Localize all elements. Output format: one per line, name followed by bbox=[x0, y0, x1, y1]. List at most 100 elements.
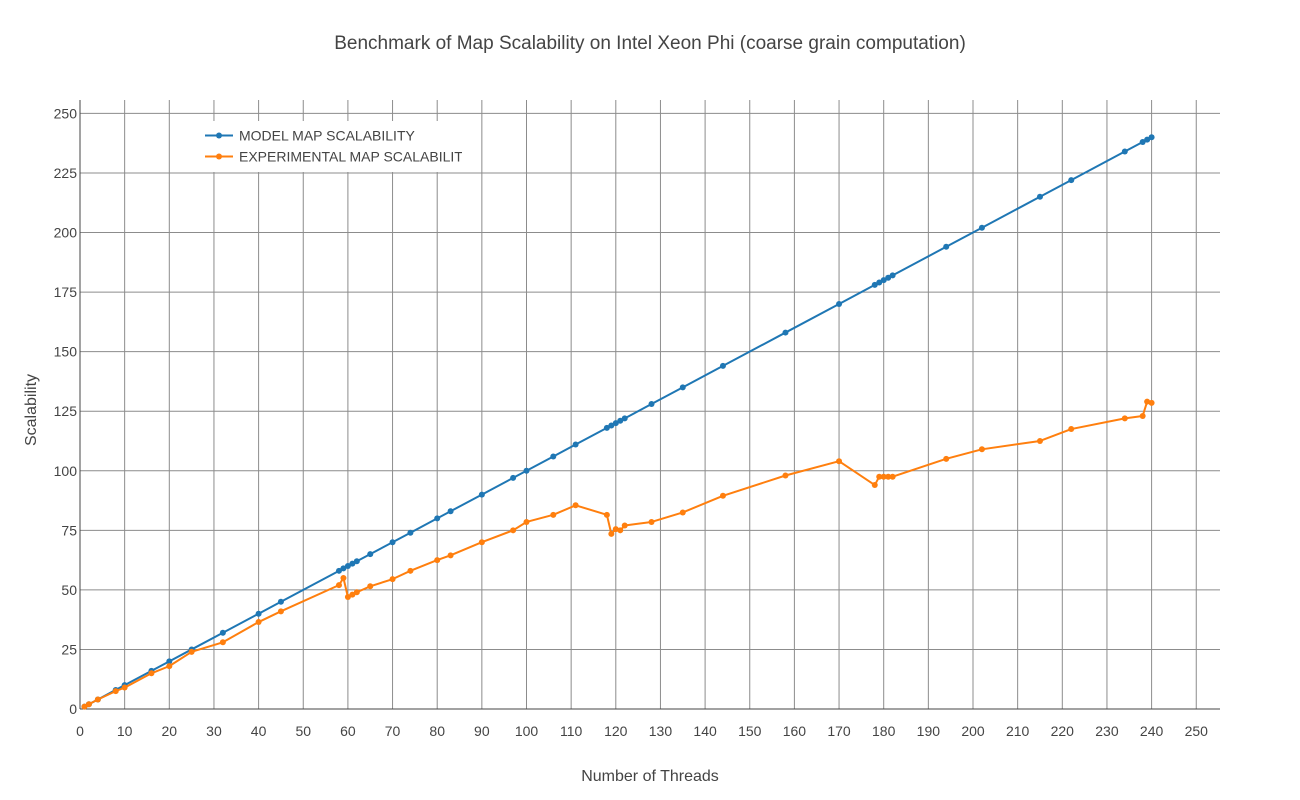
data-point[interactable] bbox=[550, 511, 557, 518]
data-point[interactable] bbox=[434, 557, 441, 564]
data-point[interactable] bbox=[1121, 148, 1128, 155]
x-tick-label: 170 bbox=[827, 723, 851, 739]
data-point[interactable] bbox=[523, 518, 530, 525]
data-point[interactable] bbox=[943, 455, 950, 462]
data-point[interactable] bbox=[166, 658, 173, 665]
data-point[interactable] bbox=[434, 515, 441, 522]
data-point[interactable] bbox=[1148, 399, 1155, 406]
data-point[interactable] bbox=[335, 582, 342, 589]
data-point[interactable] bbox=[523, 467, 530, 474]
data-point[interactable] bbox=[621, 415, 628, 422]
data-point[interactable] bbox=[1068, 177, 1075, 184]
series-model bbox=[81, 134, 1155, 710]
y-tick-label: 50 bbox=[61, 582, 77, 598]
data-point[interactable] bbox=[219, 639, 226, 646]
data-point[interactable] bbox=[885, 473, 892, 480]
data-point[interactable] bbox=[367, 583, 374, 590]
data-point[interactable] bbox=[603, 511, 610, 518]
data-point[interactable] bbox=[572, 441, 579, 448]
data-point[interactable] bbox=[447, 552, 454, 559]
data-point[interactable] bbox=[1139, 412, 1146, 419]
data-point[interactable] bbox=[876, 279, 883, 286]
data-point[interactable] bbox=[871, 281, 878, 288]
data-point[interactable] bbox=[166, 663, 173, 670]
data-point[interactable] bbox=[608, 422, 615, 429]
data-point[interactable] bbox=[447, 508, 454, 515]
data-point[interactable] bbox=[353, 558, 360, 565]
data-point[interactable] bbox=[648, 518, 655, 525]
data-point[interactable] bbox=[94, 696, 101, 703]
data-point[interactable] bbox=[621, 522, 628, 529]
data-point[interactable] bbox=[335, 567, 342, 574]
data-point[interactable] bbox=[782, 329, 789, 336]
data-point[interactable] bbox=[978, 446, 985, 453]
y-tick-label: 225 bbox=[54, 165, 78, 181]
data-point[interactable] bbox=[880, 473, 887, 480]
data-point[interactable] bbox=[121, 684, 128, 691]
data-point[interactable] bbox=[617, 527, 624, 534]
data-point[interactable] bbox=[407, 529, 414, 536]
data-point[interactable] bbox=[608, 530, 615, 537]
data-point[interactable] bbox=[510, 474, 517, 481]
data-point[interactable] bbox=[510, 527, 517, 534]
data-point[interactable] bbox=[277, 598, 284, 605]
data-point[interactable] bbox=[255, 619, 262, 626]
data-point[interactable] bbox=[889, 272, 896, 279]
data-point[interactable] bbox=[836, 458, 843, 465]
data-point[interactable] bbox=[1068, 426, 1075, 433]
data-point[interactable] bbox=[340, 565, 347, 572]
data-point[interactable] bbox=[1139, 138, 1146, 145]
data-point[interactable] bbox=[340, 574, 347, 581]
data-point[interactable] bbox=[148, 670, 155, 677]
data-point[interactable] bbox=[572, 502, 579, 509]
data-point[interactable] bbox=[617, 417, 624, 424]
y-tick-label: 125 bbox=[54, 403, 78, 419]
data-point[interactable] bbox=[367, 551, 374, 558]
data-point[interactable] bbox=[648, 401, 655, 408]
data-point[interactable] bbox=[349, 591, 356, 598]
data-point[interactable] bbox=[349, 560, 356, 567]
x-tick-label: 150 bbox=[738, 723, 762, 739]
data-point[interactable] bbox=[679, 509, 686, 516]
data-point[interactable] bbox=[885, 274, 892, 281]
data-point[interactable] bbox=[1036, 437, 1043, 444]
data-point[interactable] bbox=[719, 362, 726, 369]
x-tick-label: 130 bbox=[649, 723, 673, 739]
data-point[interactable] bbox=[478, 491, 485, 498]
data-point[interactable] bbox=[344, 594, 351, 601]
data-point[interactable] bbox=[389, 576, 396, 583]
data-point[interactable] bbox=[782, 472, 789, 479]
data-point[interactable] bbox=[478, 539, 485, 546]
data-point[interactable] bbox=[943, 243, 950, 250]
data-point[interactable] bbox=[389, 539, 396, 546]
x-tick-label: 30 bbox=[206, 723, 222, 739]
data-point[interactable] bbox=[871, 482, 878, 489]
data-point[interactable] bbox=[188, 648, 195, 655]
y-tick-label: 100 bbox=[54, 463, 78, 479]
data-point[interactable] bbox=[353, 589, 360, 596]
data-point[interactable] bbox=[836, 300, 843, 307]
data-point[interactable] bbox=[719, 492, 726, 499]
data-point[interactable] bbox=[255, 610, 262, 617]
data-point[interactable] bbox=[1036, 193, 1043, 200]
data-point[interactable] bbox=[112, 688, 119, 695]
data-point[interactable] bbox=[978, 224, 985, 231]
data-point[interactable] bbox=[277, 608, 284, 615]
x-tick-label: 210 bbox=[1006, 723, 1030, 739]
data-point[interactable] bbox=[81, 703, 88, 710]
data-point[interactable] bbox=[612, 420, 619, 427]
data-point[interactable] bbox=[85, 701, 92, 708]
data-point[interactable] bbox=[880, 277, 887, 284]
data-point[interactable] bbox=[603, 424, 610, 431]
data-point[interactable] bbox=[679, 384, 686, 391]
data-point[interactable] bbox=[1121, 415, 1128, 422]
data-point[interactable] bbox=[344, 563, 351, 570]
data-point[interactable] bbox=[889, 473, 896, 480]
data-point[interactable] bbox=[1144, 136, 1151, 143]
data-point[interactable] bbox=[407, 567, 414, 574]
x-tick-label: 80 bbox=[429, 723, 445, 739]
data-point[interactable] bbox=[876, 473, 883, 480]
data-point[interactable] bbox=[550, 453, 557, 460]
data-point[interactable] bbox=[1148, 134, 1155, 141]
data-point[interactable] bbox=[219, 629, 226, 636]
